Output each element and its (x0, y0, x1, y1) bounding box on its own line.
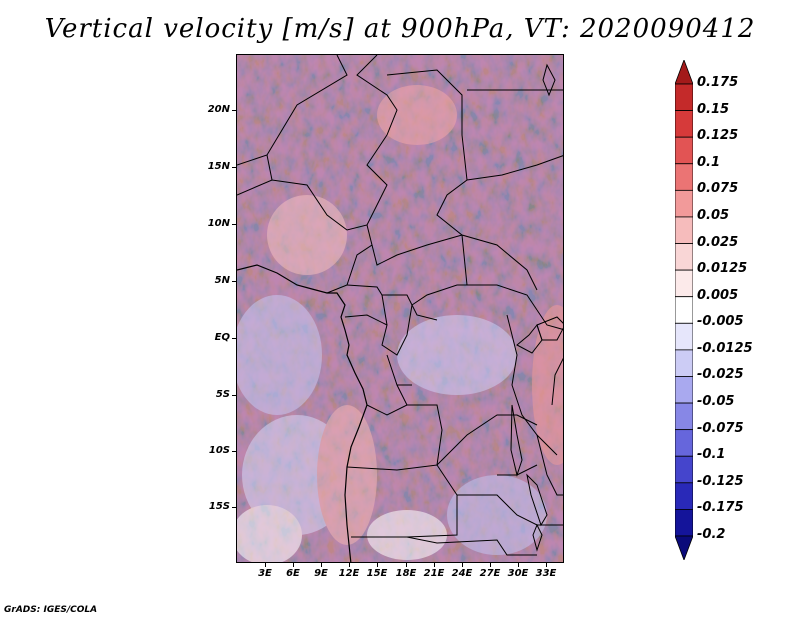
colorbar-label: -0.025 (697, 367, 744, 383)
colorbar-label: -0.005 (697, 314, 744, 330)
lat-label-eq: EQ (214, 332, 230, 343)
lon-label-30e: 30E (507, 568, 529, 579)
colorbar-segment (675, 376, 693, 404)
colorbar-label: -0.175 (697, 500, 744, 516)
colorbar-segment (675, 216, 693, 244)
colorbar-segment (675, 349, 693, 377)
lon-label-12e: 12E (338, 568, 360, 579)
lat-label-15n: 15N (207, 161, 230, 172)
lon-label-33e: 33E (535, 568, 557, 579)
colorbar-segment (675, 163, 693, 191)
colorbar-segment (675, 110, 693, 138)
lat-label-10n: 10N (207, 218, 230, 229)
credit-text: GrADS: IGES/COLA (4, 605, 98, 615)
colorbar-segment (675, 243, 693, 271)
colorbar-label: 0.075 (697, 181, 739, 197)
colorbar-label: 0.15 (697, 101, 730, 117)
country-borders (237, 55, 563, 556)
colorbar-segment (675, 60, 693, 85)
colorbar-label: -0.05 (697, 394, 735, 410)
lat-label-5n: 5N (214, 275, 230, 286)
colorbar-label: 0.175 (697, 75, 739, 90)
colorbar-segment (675, 482, 693, 510)
colorbar-segment (675, 136, 693, 165)
lon-label-9e: 9E (314, 568, 328, 579)
colorbar-segment (675, 509, 693, 537)
colorbar-label: -0.0125 (697, 340, 753, 356)
colorbar-segment (675, 402, 693, 431)
colorbar-label: 0.125 (697, 128, 739, 144)
colorbar-label: -0.2 (697, 527, 726, 542)
colorbar-label: 0.0125 (697, 261, 748, 277)
colorbar-label: 0.1 (697, 154, 721, 170)
colorbar-segment (675, 429, 693, 457)
colorbar-segment (675, 535, 693, 560)
lon-label-6e: 6E (286, 568, 300, 579)
lat-label-10s: 10S (208, 445, 230, 456)
chart-title: Vertical velocity [m/s] at 900hPa, VT: 2… (44, 14, 756, 44)
colorbar-label: 0.05 (697, 207, 730, 223)
lakes (510, 63, 563, 552)
lon-label-24e: 24E (451, 568, 473, 579)
colorbar-label: -0.125 (697, 473, 744, 489)
lon-label-18e: 18E (395, 568, 417, 579)
colorbar-label: 0.025 (697, 234, 739, 250)
colorbar-label: 0.005 (697, 287, 739, 303)
lat-label-15s: 15S (208, 501, 230, 512)
colorbar-segment (675, 296, 693, 324)
lon-label-21e: 21E (423, 568, 445, 579)
coastline (237, 264, 368, 562)
lon-label-3e: 3E (258, 568, 272, 579)
colorbar (675, 60, 693, 560)
colorbar-segment (675, 322, 693, 351)
colorbar-segment (675, 269, 693, 298)
colorbar-segment (675, 455, 693, 484)
lat-label-20n: 20N (207, 104, 230, 115)
lon-label-15e: 15E (366, 568, 388, 579)
map-panel (236, 54, 564, 563)
colorbar-segment (675, 83, 693, 111)
colorbar-label: -0.1 (697, 447, 726, 463)
colorbar-segment (675, 189, 693, 218)
lat-label-5s: 5S (215, 389, 230, 400)
colorbar-label: -0.075 (697, 420, 744, 436)
lon-label-27e: 27E (479, 568, 501, 579)
vertical-velocity-field (237, 55, 563, 562)
